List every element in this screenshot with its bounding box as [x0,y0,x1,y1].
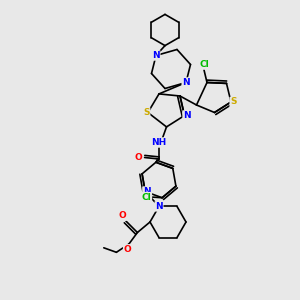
Text: O: O [134,153,142,162]
Text: O: O [118,211,126,220]
Text: Cl: Cl [142,193,152,202]
Text: S: S [143,108,150,117]
Text: N: N [183,111,191,120]
Text: N: N [143,187,151,196]
Text: N: N [182,78,190,87]
Text: NH: NH [152,138,166,147]
Text: O: O [124,245,131,254]
Text: Cl: Cl [199,60,209,69]
Text: N: N [155,202,163,211]
Text: S: S [230,98,237,106]
Text: N: N [152,51,160,60]
